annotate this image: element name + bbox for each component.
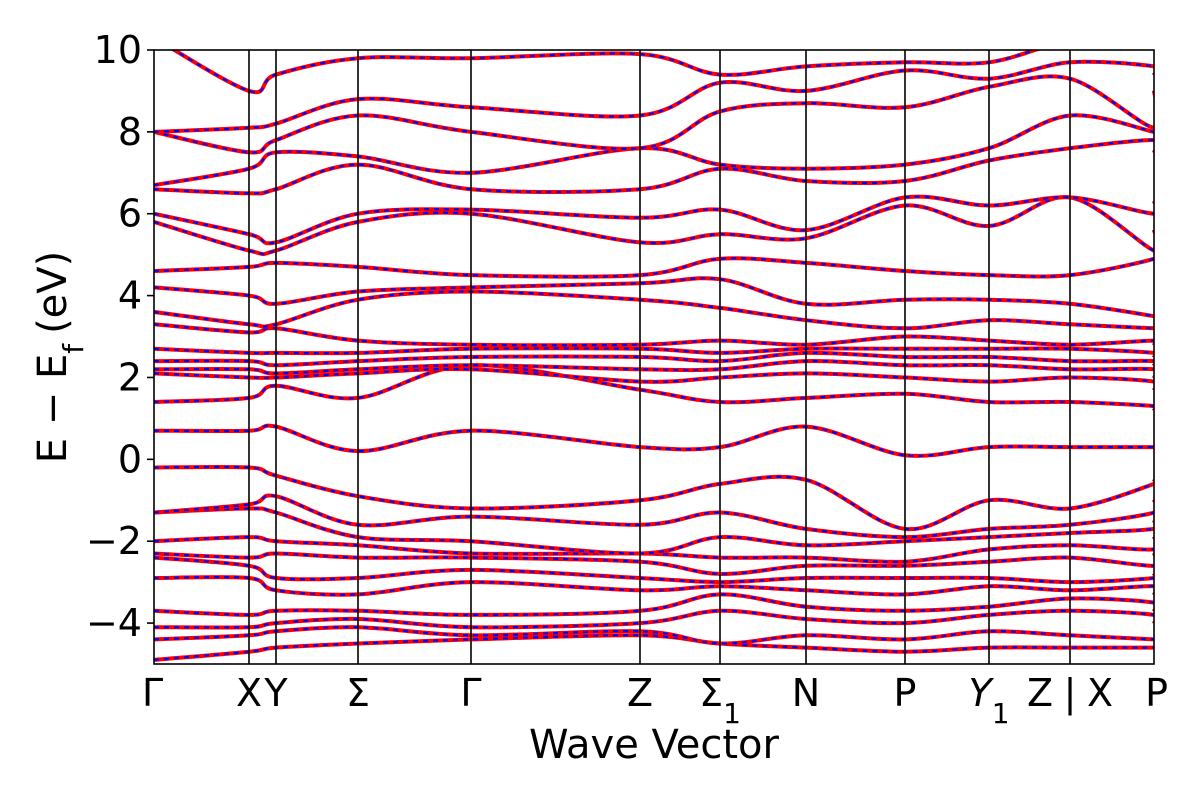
band-line-9-blue	[154, 494, 1154, 539]
band-line-3-blue	[154, 593, 1154, 617]
x-tick-label: Z	[1027, 671, 1053, 715]
band-line-11-blue	[154, 424, 1154, 457]
y-tick-label: 2	[118, 355, 142, 399]
x-tick-label: Σ1	[699, 671, 741, 730]
band-line-19-red	[154, 276, 1154, 319]
band-line-24-red	[154, 113, 1154, 188]
band-line-6-red	[154, 551, 1154, 576]
x-tick-label: X	[1087, 671, 1113, 715]
x-tick-label: Y1	[968, 671, 1009, 730]
band-line-16-red	[154, 346, 1154, 359]
x-tick-label: Γ	[142, 671, 163, 715]
bands-layer	[154, 50, 1154, 662]
x-tick-label: X	[236, 671, 262, 715]
y-tick-label: 10	[94, 28, 142, 72]
y-tick-label: −2	[86, 519, 142, 563]
band-line-26-red	[154, 59, 1154, 134]
band-line-5-blue	[154, 556, 1154, 584]
y-tick-label: 4	[118, 274, 142, 318]
band-line-7-blue	[154, 535, 1154, 564]
band-line-4-blue	[154, 576, 1154, 596]
band-line-26-blue	[154, 60, 1154, 133]
band-line-13-red	[154, 367, 1154, 392]
x-tick-label: Y	[263, 671, 288, 715]
y-axis-ticks: −4 −2 0 2 4 6 8 10	[86, 28, 154, 645]
band-line-18-blue	[154, 290, 1154, 330]
y-axis-label-main: E − E	[30, 354, 76, 464]
y-tick-label: 0	[118, 437, 142, 481]
x-tick-label: N	[792, 671, 820, 715]
band-line-1-red	[154, 625, 1154, 646]
y-tick-label: 6	[118, 192, 142, 236]
band-line-25-red	[154, 74, 1154, 155]
band-line-23-blue	[154, 138, 1154, 195]
band-line-12-blue	[154, 364, 1154, 412]
band-line-11-red	[154, 423, 1154, 458]
band-line-10-red	[154, 464, 1154, 532]
band-line-0-red	[154, 633, 1154, 662]
band-line-17-blue	[154, 323, 1154, 347]
x-tick-label: Z	[627, 671, 653, 715]
y-axis-label-unit: (eV)	[30, 251, 76, 334]
band-line-15-red	[154, 350, 1154, 368]
y-axis-label: E − Ef (eV)	[30, 251, 90, 464]
band-line-19-blue	[154, 277, 1154, 318]
x-tick-label: Σ	[346, 671, 370, 715]
x-tick-label: |	[1064, 671, 1077, 716]
band-line-8-blue	[154, 507, 1154, 555]
x-axis-label: Wave Vector	[529, 722, 780, 768]
plot-frame	[153, 49, 1155, 665]
band-line-7-red	[154, 535, 1154, 564]
band-line-20-blue	[154, 249, 1154, 278]
kpoint-divider-lines	[248, 50, 1071, 664]
y-tick-label: 8	[118, 110, 142, 154]
x-tick-label: P	[894, 671, 917, 715]
x-tick-label: P	[1145, 671, 1168, 715]
band-line-27-red	[170, 50, 1042, 95]
y-tick-label: −4	[86, 601, 142, 645]
band-line-17-red	[154, 322, 1154, 348]
band-line-22-red	[154, 194, 1154, 246]
x-tick-label: Γ	[460, 671, 481, 715]
y-axis-label-sub: f	[57, 343, 90, 354]
band-line-10-blue	[154, 465, 1154, 531]
band-line-2-red	[154, 608, 1154, 630]
x-axis-ticks: Γ X Y Σ Γ Z Σ1 N P Y1 Z | X P	[142, 671, 1168, 730]
band-line-18-red	[154, 289, 1154, 331]
band-line-14-red	[154, 359, 1154, 380]
